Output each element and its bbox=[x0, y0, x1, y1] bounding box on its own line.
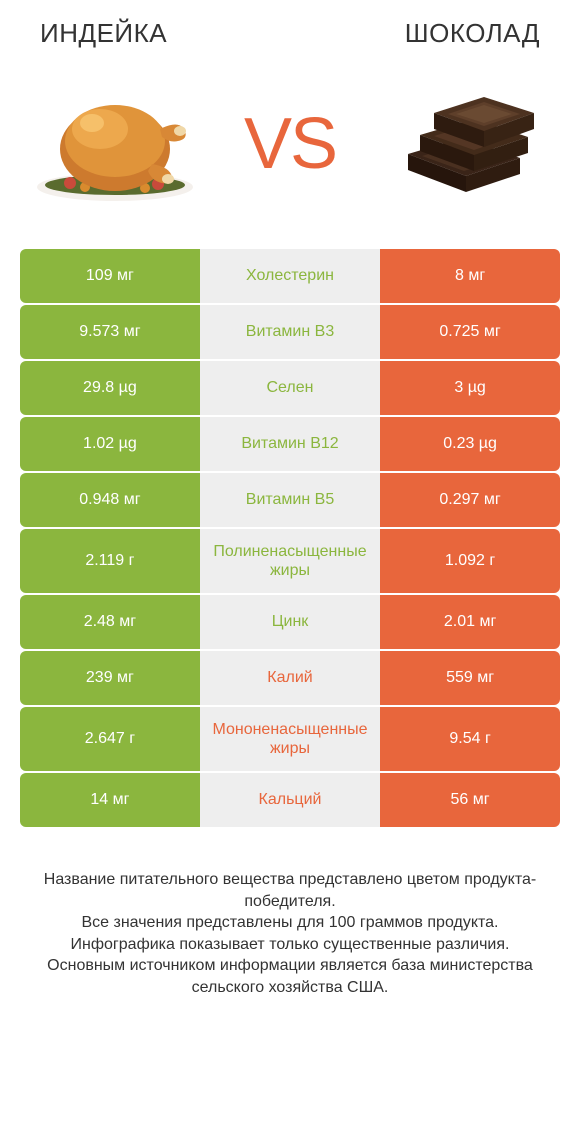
comparison-row: 1.02 µgВитамин B120.23 µg bbox=[20, 417, 560, 471]
left-value: 2.48 мг bbox=[20, 595, 200, 649]
right-value: 559 мг bbox=[380, 651, 560, 705]
comparison-row: 2.48 мгЦинк2.01 мг bbox=[20, 595, 560, 649]
right-value: 2.01 мг bbox=[380, 595, 560, 649]
left-value: 2.647 г bbox=[20, 707, 200, 771]
right-value: 0.725 мг bbox=[380, 305, 560, 359]
chocolate-icon bbox=[390, 69, 540, 219]
right-value: 3 µg bbox=[380, 361, 560, 415]
comparison-row: 2.119 гПолиненасыщенные жиры1.092 г bbox=[20, 529, 560, 593]
right-value: 56 мг bbox=[380, 773, 560, 827]
comparison-table: 109 мгХолестерин8 мг9.573 мгВитамин B30.… bbox=[0, 249, 580, 829]
left-value: 14 мг bbox=[20, 773, 200, 827]
comparison-row: 0.948 мгВитамин B50.297 мг bbox=[20, 473, 560, 527]
header: Индейка Шоколад bbox=[0, 0, 580, 59]
nutrient-label: Цинк bbox=[200, 595, 380, 649]
turkey-illustration bbox=[30, 69, 200, 219]
header-right-title: Шоколад bbox=[405, 18, 540, 49]
turkey-icon bbox=[30, 79, 200, 209]
footnote: Название питательного вещества представл… bbox=[0, 829, 580, 1019]
nutrient-label: Мононенасыщенные жиры bbox=[200, 707, 380, 771]
nutrient-label: Витамин B3 bbox=[200, 305, 380, 359]
left-value: 2.119 г bbox=[20, 529, 200, 593]
nutrient-label: Витамин B5 bbox=[200, 473, 380, 527]
comparison-row: 2.647 гМононенасыщенные жиры9.54 г bbox=[20, 707, 560, 771]
left-value: 1.02 µg bbox=[20, 417, 200, 471]
left-value: 0.948 мг bbox=[20, 473, 200, 527]
left-value: 109 мг bbox=[20, 249, 200, 303]
right-value: 0.297 мг bbox=[380, 473, 560, 527]
hero-row: VS bbox=[0, 59, 580, 249]
right-value: 0.23 µg bbox=[380, 417, 560, 471]
comparison-row: 29.8 µgСелен3 µg bbox=[20, 361, 560, 415]
right-value: 9.54 г bbox=[380, 707, 560, 771]
nutrient-label: Витамин B12 bbox=[200, 417, 380, 471]
nutrient-label: Кальций bbox=[200, 773, 380, 827]
comparison-row: 109 мгХолестерин8 мг bbox=[20, 249, 560, 303]
nutrient-label: Селен bbox=[200, 361, 380, 415]
nutrient-label: Холестерин bbox=[200, 249, 380, 303]
comparison-row: 239 мгКалий559 мг bbox=[20, 651, 560, 705]
comparison-row: 14 мгКальций56 мг bbox=[20, 773, 560, 827]
comparison-row: 9.573 мгВитамин B30.725 мг bbox=[20, 305, 560, 359]
left-value: 9.573 мг bbox=[20, 305, 200, 359]
left-value: 239 мг bbox=[20, 651, 200, 705]
header-left-title: Индейка bbox=[40, 18, 167, 49]
vs-label: VS bbox=[244, 103, 336, 185]
chocolate-illustration bbox=[380, 69, 550, 219]
right-value: 1.092 г bbox=[380, 529, 560, 593]
nutrient-label: Полиненасыщенные жиры bbox=[200, 529, 380, 593]
infographic-container: Индейка Шоколад VS bbox=[0, 0, 580, 1144]
left-value: 29.8 µg bbox=[20, 361, 200, 415]
right-value: 8 мг bbox=[380, 249, 560, 303]
nutrient-label: Калий bbox=[200, 651, 380, 705]
